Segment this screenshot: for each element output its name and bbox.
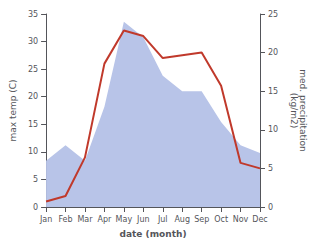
svg-text:date (month): date (month) bbox=[120, 229, 187, 239]
svg-text:max temp (C): max temp (C) bbox=[8, 79, 18, 141]
svg-text:Jun: Jun bbox=[136, 215, 150, 224]
svg-text:Sep: Sep bbox=[194, 215, 209, 224]
svg-text:30: 30 bbox=[28, 37, 38, 46]
svg-text:Jan: Jan bbox=[39, 215, 52, 224]
svg-text:med. precipitation: med. precipitation bbox=[297, 69, 308, 152]
svg-text:Jul: Jul bbox=[157, 215, 168, 224]
svg-text:10: 10 bbox=[268, 125, 278, 134]
svg-text:20: 20 bbox=[28, 92, 38, 101]
svg-text:0: 0 bbox=[33, 203, 38, 212]
svg-text:5: 5 bbox=[268, 164, 273, 173]
svg-text:Oct: Oct bbox=[214, 215, 228, 224]
svg-text:15: 15 bbox=[28, 120, 38, 129]
svg-text:Mar: Mar bbox=[77, 215, 93, 224]
svg-text:May: May bbox=[116, 215, 133, 224]
svg-text:35: 35 bbox=[28, 10, 38, 19]
svg-text:Dec: Dec bbox=[252, 215, 267, 224]
svg-text:25: 25 bbox=[28, 65, 38, 74]
svg-text:25: 25 bbox=[268, 10, 278, 19]
svg-text:20: 20 bbox=[268, 48, 278, 57]
svg-text:Aug: Aug bbox=[174, 215, 190, 224]
svg-text:10: 10 bbox=[28, 147, 38, 156]
svg-text:Apr: Apr bbox=[97, 215, 112, 224]
svg-text:15: 15 bbox=[268, 87, 278, 96]
svg-text:5: 5 bbox=[33, 175, 38, 184]
svg-text:Nov: Nov bbox=[233, 215, 249, 224]
svg-text:0: 0 bbox=[268, 203, 273, 212]
svg-text:Feb: Feb bbox=[58, 215, 72, 224]
svg-text:(kg/m2): (kg/m2) bbox=[289, 93, 299, 128]
